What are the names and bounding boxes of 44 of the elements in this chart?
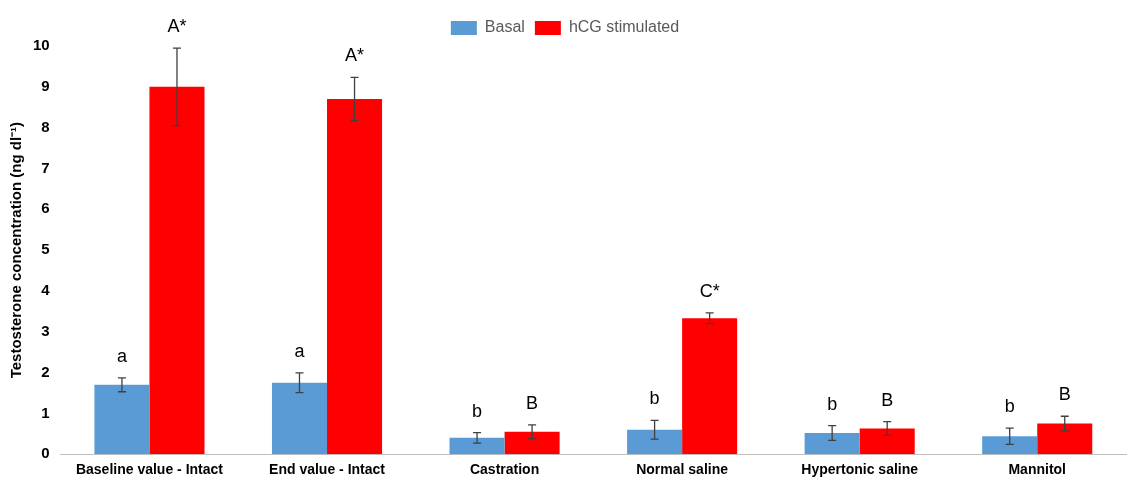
annotation: b [827, 393, 838, 414]
x-tick-label: Castration [469, 461, 540, 478]
y-tick-label: 3 [41, 321, 50, 339]
annotation: a [294, 340, 306, 361]
bar [449, 437, 505, 455]
annotation: b [1004, 396, 1015, 417]
bar [982, 436, 1038, 455]
x-tick-label: End value - Intact [269, 461, 386, 478]
annotation: B [526, 392, 539, 413]
y-tick-label: 1 [41, 403, 50, 421]
y-tick-label: 8 [41, 117, 50, 135]
y-tick-label: 2 [41, 362, 50, 380]
bar [682, 318, 738, 455]
y-tick-label: 7 [41, 158, 50, 176]
annotation: b [472, 400, 483, 421]
bar [627, 429, 683, 455]
y-tick-label: 0 [41, 444, 50, 462]
y-axis-title: Testosterone concentration (ng dl⁻¹) [7, 121, 25, 379]
y-tick-label: 6 [41, 199, 50, 217]
annotation: B [1058, 384, 1071, 405]
x-tick-label: Normal saline [636, 461, 729, 478]
bar [149, 86, 205, 455]
y-tick-label: 4 [41, 281, 51, 299]
annotation: B [881, 389, 894, 410]
bar [1037, 423, 1093, 455]
y-tick-label: 10 [33, 36, 50, 54]
x-tick-label: Baseline value - Intact [75, 461, 224, 478]
annotation: A* [167, 16, 187, 37]
y-tick-label: 9 [41, 76, 50, 94]
bar [859, 428, 915, 455]
annotation: b [649, 388, 660, 409]
legend-label: hCG stimulated [568, 18, 680, 36]
bar [327, 99, 383, 455]
annotation: C* [699, 280, 720, 301]
annotation: A* [345, 45, 365, 66]
x-tick-label: Hypertonic saline [801, 461, 919, 478]
annotation: a [116, 345, 128, 366]
legend-label: Basal [484, 18, 525, 36]
bar [504, 431, 560, 455]
bar [271, 382, 328, 455]
bar [804, 432, 860, 455]
x-tick-label: Mannitol [1008, 461, 1066, 478]
bar [94, 384, 150, 455]
y-tick-label: 5 [41, 240, 50, 258]
